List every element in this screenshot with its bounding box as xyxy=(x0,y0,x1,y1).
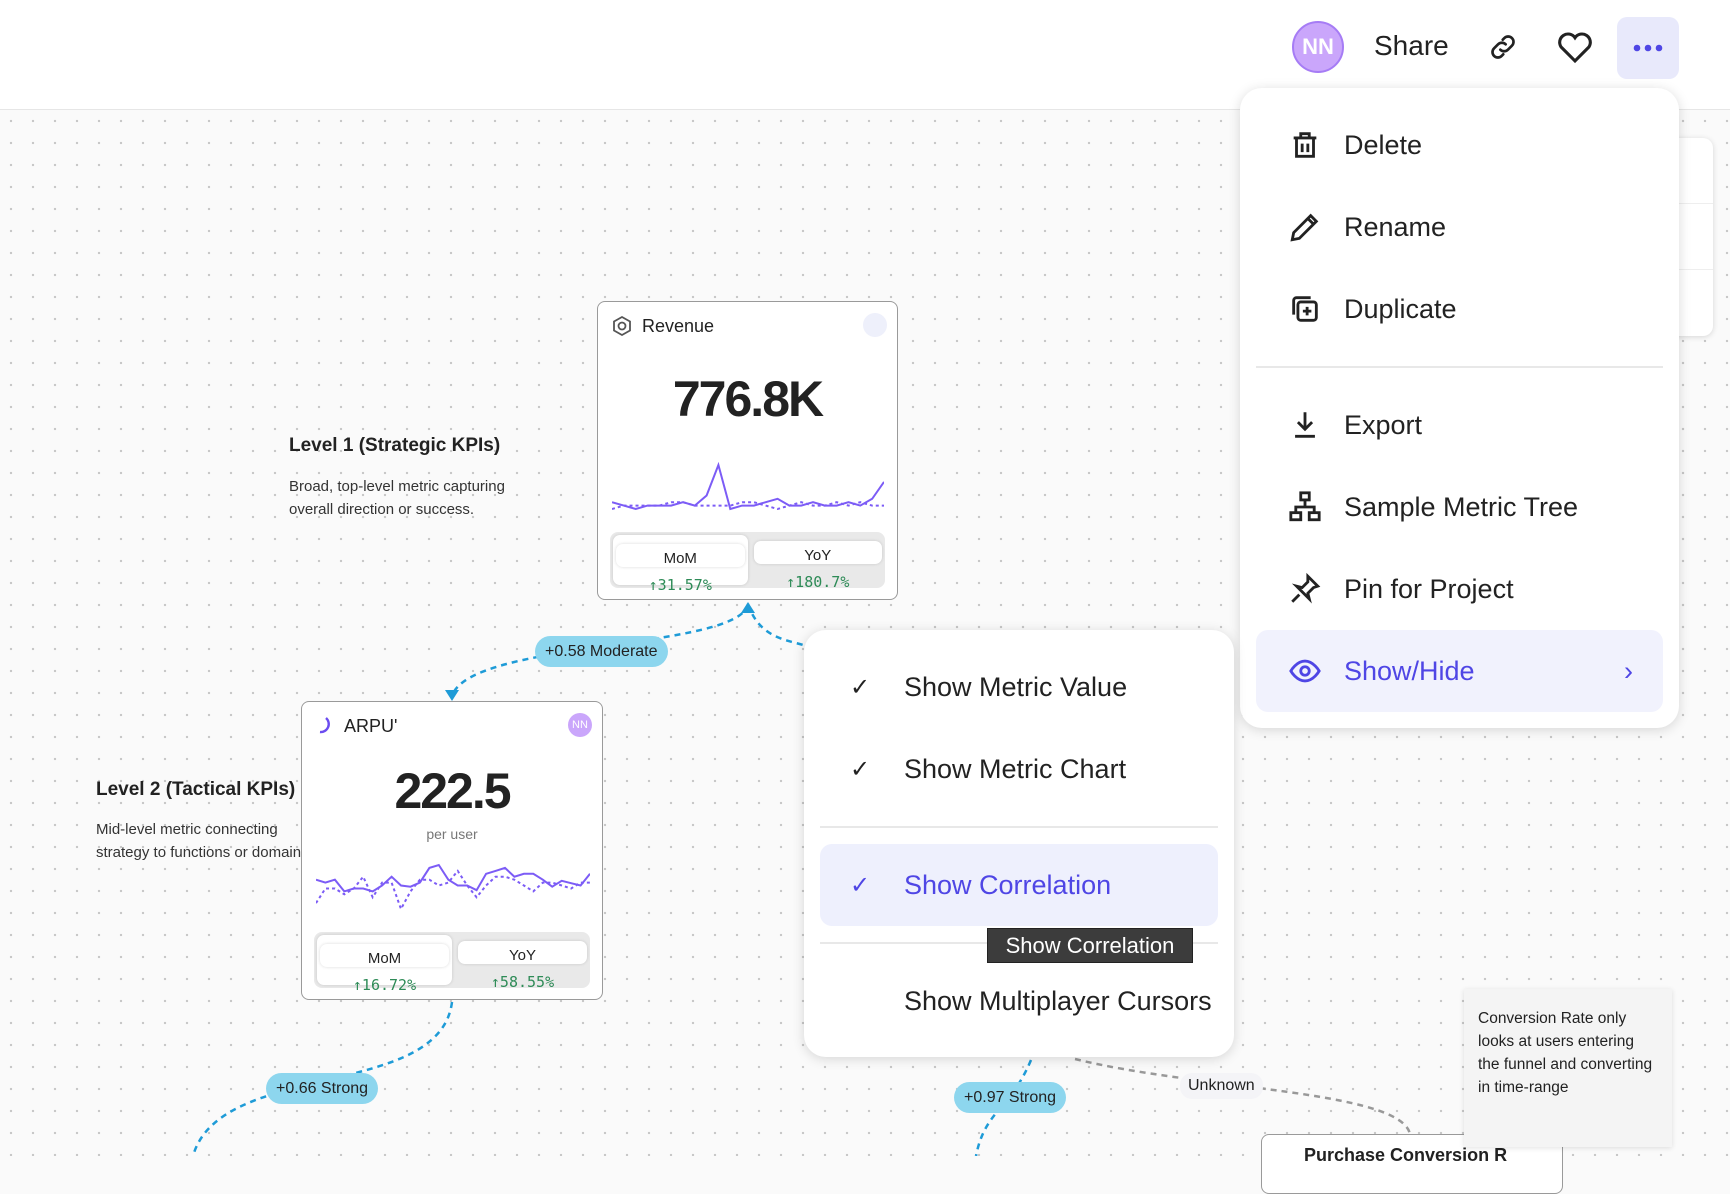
heart-icon[interactable] xyxy=(1555,27,1595,67)
correlation-badge[interactable]: +0.58 Moderate xyxy=(535,636,668,667)
metric-value: 776.8K xyxy=(672,371,824,427)
menu-item-export[interactable]: Export xyxy=(1256,384,1663,466)
correlation-badge-unknown[interactable]: Unknown xyxy=(1180,1073,1263,1099)
level-2-title: Level 2 (Tactical KPIs) xyxy=(96,779,296,800)
submenu-item-show-metric-chart[interactable]: ✓ Show Metric Chart xyxy=(850,753,1127,784)
metric-value: 222.5 xyxy=(394,763,511,819)
metric-unit: per user xyxy=(426,826,478,842)
show-hide-submenu: ✓ Show Metric Value ✓ Show Metric Chart ✓ S… xyxy=(804,630,1234,1057)
pin-icon xyxy=(1291,572,1321,604)
tooltip: Show Correlation xyxy=(987,928,1193,963)
check-icon: ✓ xyxy=(850,673,871,701)
sparkline xyxy=(612,462,884,511)
metric-card-revenue[interactable]: Revenue 776.8K MoM ↑31.57% YoY ↑180.7% xyxy=(597,301,898,600)
submenu-item-show-metric-value[interactable]: ✓ Show Metric Value xyxy=(850,671,1128,702)
level-1-title: Level 1 (Strategic KPIs) xyxy=(289,435,501,456)
sticky-note[interactable]: Conversion Rate only looks at users ente… xyxy=(1464,989,1672,1147)
correlation-badge[interactable]: +0.97 Strong xyxy=(954,1082,1067,1113)
sparkline xyxy=(316,863,590,912)
edge-unknown xyxy=(1074,1057,1412,1135)
sparkline-series xyxy=(612,462,884,511)
submenu-item-show-multiplayer-cursors[interactable]: Show Multiplayer Cursors xyxy=(904,985,1212,1016)
eye-icon xyxy=(1289,659,1321,683)
pencil-icon xyxy=(1290,213,1319,242)
more-icon xyxy=(1633,44,1663,52)
link-icon[interactable] xyxy=(1483,27,1523,67)
check-icon: ✓ xyxy=(850,871,871,899)
comparison-toggle[interactable]: MoM ↑31.57% YoY ↑180.7% xyxy=(610,532,886,594)
sparkline-series xyxy=(316,863,590,893)
sparkline-compare xyxy=(316,869,590,912)
check-icon: ✓ xyxy=(850,755,871,783)
level-1-desc: Broad, top-level metric capturing overall… xyxy=(289,478,505,518)
avatar[interactable]: NN xyxy=(1292,21,1344,73)
menu-item-delete[interactable]: Delete xyxy=(1256,104,1663,186)
owner-avatar[interactable]: NN xyxy=(568,713,592,737)
options-menu: Delete Rename Duplicate Export Sample Me… xyxy=(1240,88,1679,728)
correlation-badge[interactable]: +0.66 Strong xyxy=(266,1073,379,1104)
edge-revenue-right xyxy=(746,603,807,648)
duplicate-icon xyxy=(1292,296,1318,322)
menu-item-show-hide[interactable]: Show/Hide › xyxy=(1256,630,1663,712)
card-title: Revenue xyxy=(642,316,715,336)
yoy-tab[interactable]: YoY ↑58.55% xyxy=(455,932,590,991)
level-2-desc: Mid-level metric connecting strategy to f… xyxy=(96,821,301,861)
menu-item-rename[interactable]: Rename xyxy=(1256,186,1663,268)
card-title: ARPU' xyxy=(344,716,398,736)
yoy-tab[interactable]: YoY ↑180.7% xyxy=(751,532,886,591)
arrow-up xyxy=(741,602,755,613)
metric-icon xyxy=(613,315,631,337)
download-icon xyxy=(1295,412,1315,438)
menu-divider xyxy=(820,826,1218,828)
menu-divider xyxy=(1256,366,1663,368)
loading-icon xyxy=(319,717,330,734)
arrow-down xyxy=(445,690,459,701)
owner-avatar[interactable] xyxy=(863,313,887,337)
more-options-button[interactable] xyxy=(1617,17,1679,79)
menu-item-pin-for-project[interactable]: Pin for Project xyxy=(1256,548,1663,630)
mom-tab[interactable]: MoM ↑16.72% xyxy=(317,935,452,994)
chevron-right-icon: › xyxy=(1624,655,1633,686)
submenu-item-show-correlation[interactable]: ✓ Show Correlation xyxy=(820,844,1218,926)
menu-item-sample-metric-tree[interactable]: Sample Metric Tree xyxy=(1256,466,1663,548)
tree-icon xyxy=(1289,491,1321,522)
trash-icon xyxy=(1293,132,1317,158)
metric-card-arpu[interactable]: ARPU' NN 222.5 per user MoM ↑16.72% YoY ↑5… xyxy=(301,701,603,1000)
comparison-toggle[interactable]: MoM ↑16.72% YoY ↑58.55% xyxy=(314,932,590,994)
share-button[interactable]: Share xyxy=(1374,30,1449,61)
menu-item-duplicate[interactable]: Duplicate xyxy=(1256,268,1663,350)
mom-tab[interactable]: MoM ↑31.57% xyxy=(613,535,748,594)
